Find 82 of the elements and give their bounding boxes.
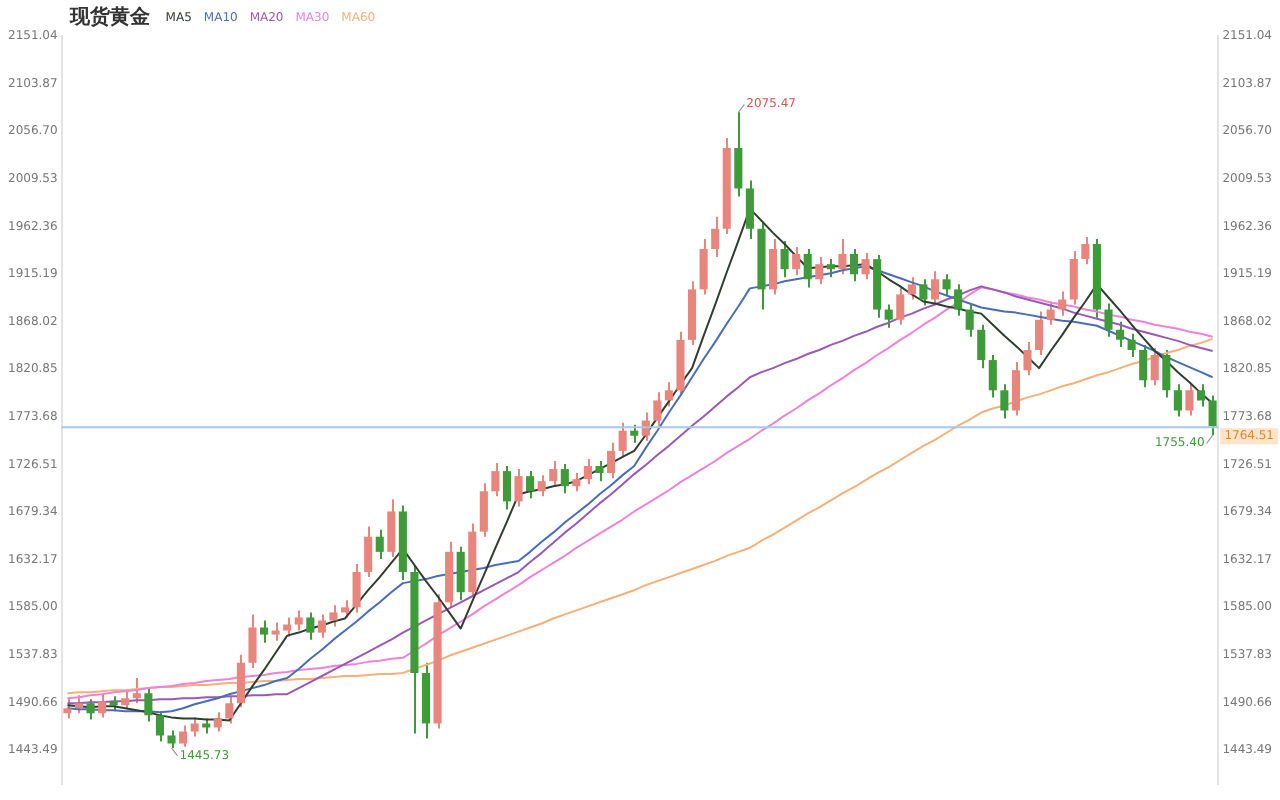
candlestick xyxy=(1196,383,1206,408)
candlestick xyxy=(132,677,141,705)
candlestick xyxy=(317,613,326,639)
candlestick xyxy=(1046,300,1055,326)
candlestick xyxy=(803,248,812,289)
candlestick xyxy=(607,441,616,480)
candlestick xyxy=(560,463,569,495)
candlestick xyxy=(98,692,107,719)
candlestick xyxy=(653,391,662,427)
candlestick xyxy=(849,248,859,283)
candlestick xyxy=(329,604,338,628)
candlestick xyxy=(1011,361,1020,417)
candlestick xyxy=(190,716,199,738)
candlestick xyxy=(1162,348,1171,399)
candlestick xyxy=(1023,340,1032,377)
candlestick xyxy=(456,545,465,602)
candlestick xyxy=(1081,235,1090,266)
candlestick xyxy=(942,273,951,297)
candlestick xyxy=(375,528,384,560)
candlestick xyxy=(364,525,373,579)
candlestick xyxy=(537,474,546,498)
candlestick xyxy=(630,423,639,444)
candlestick xyxy=(294,609,303,632)
candlestick xyxy=(664,381,673,408)
candlestick xyxy=(63,697,72,720)
candlestick xyxy=(213,711,222,733)
candlestick xyxy=(260,619,269,644)
candlestick xyxy=(919,278,928,307)
candlestick xyxy=(1035,310,1044,357)
candlestick xyxy=(583,457,592,486)
chart-title: 现货黄金 xyxy=(67,5,152,30)
candlestick xyxy=(792,246,801,277)
candlestick xyxy=(155,710,164,743)
candlestick xyxy=(352,562,361,614)
candlestick xyxy=(815,256,824,286)
candlestick xyxy=(121,690,130,711)
candlestick xyxy=(930,270,940,306)
candlestick xyxy=(283,616,292,638)
candlestick xyxy=(271,621,280,642)
candlestick xyxy=(768,237,778,296)
candlestick xyxy=(502,465,512,511)
candlestick xyxy=(86,698,95,721)
candlestick xyxy=(907,276,916,301)
candlestick xyxy=(965,303,974,338)
candlestick xyxy=(618,421,627,457)
candlestick xyxy=(248,613,257,669)
candlestick xyxy=(479,482,488,538)
candlestick xyxy=(711,215,720,259)
candlestick xyxy=(988,354,997,399)
candlestick xyxy=(1116,320,1125,348)
candlestick xyxy=(1104,302,1113,338)
candlestick xyxy=(745,179,754,240)
candlestick xyxy=(74,694,84,715)
candlestick xyxy=(884,303,893,329)
candlestick xyxy=(699,237,708,296)
candlestick xyxy=(896,286,905,326)
candlestick xyxy=(780,239,789,279)
candlestick xyxy=(1127,332,1136,359)
candlestick xyxy=(977,323,986,370)
candlestick xyxy=(236,653,245,709)
candlestick xyxy=(1000,383,1009,420)
candlestick xyxy=(1173,383,1182,418)
candlestick xyxy=(514,468,523,508)
candlestick xyxy=(1058,290,1067,317)
candlestick xyxy=(954,283,963,317)
candlestick xyxy=(861,252,870,281)
candlestick xyxy=(1139,343,1148,389)
candlestick xyxy=(387,498,396,558)
candlestick xyxy=(144,688,153,723)
candlestick xyxy=(1185,383,1194,417)
candlestick xyxy=(179,724,188,748)
candlestick xyxy=(491,462,500,498)
candlestick xyxy=(595,459,604,483)
candlestick xyxy=(225,695,234,725)
candlestick xyxy=(526,470,535,500)
candlestick xyxy=(826,258,835,279)
candlestick xyxy=(572,472,581,493)
candlestick xyxy=(306,611,315,641)
candlestick xyxy=(1150,346,1159,387)
candlestick xyxy=(549,459,558,488)
candlestick xyxy=(838,237,847,276)
candlestick xyxy=(1069,250,1078,306)
